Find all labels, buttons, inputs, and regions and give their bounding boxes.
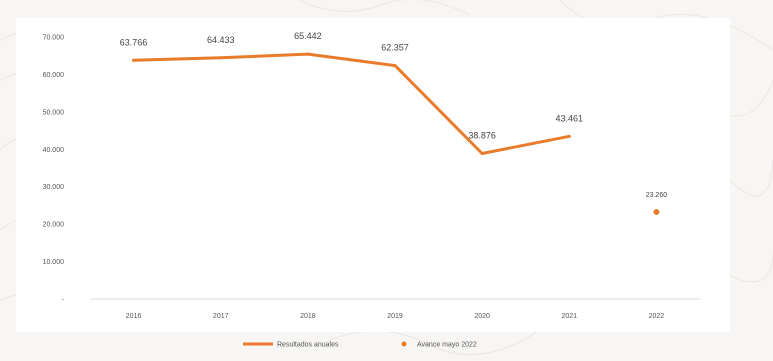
series-layer xyxy=(132,52,660,215)
x-axis: 2016 2017 2018 2019 2020 2021 2022 xyxy=(126,313,665,320)
data-point xyxy=(567,134,571,138)
data-point xyxy=(480,151,484,155)
legend: Resultados anuales Avance mayo 2022 xyxy=(243,341,477,349)
x-tick-label: 2020 xyxy=(474,313,490,320)
y-tick-label: - xyxy=(62,297,65,304)
data-point xyxy=(306,52,310,56)
x-tick-label: 2017 xyxy=(213,313,229,320)
plot-background xyxy=(16,18,730,332)
data-label: 64.433 xyxy=(207,35,235,45)
x-tick-label: 2018 xyxy=(300,313,316,320)
legend-label: Resultados anuales xyxy=(277,342,339,349)
x-tick-label: 2016 xyxy=(126,313,142,320)
data-labels: 63.766 64.433 65.442 62.357 38.876 43.461 23.2… xyxy=(120,31,667,199)
series-line-resultados-anuales xyxy=(132,52,571,155)
y-tick-label: 70.000 xyxy=(43,35,65,42)
data-label: 43.461 xyxy=(556,113,584,123)
data-point xyxy=(393,64,397,68)
legend-label: Avance mayo 2022 xyxy=(417,342,477,349)
y-tick-label: 50.000 xyxy=(43,109,65,116)
y-tick-label: 40.000 xyxy=(43,147,65,154)
data-point xyxy=(219,56,223,60)
x-tick-label: 2022 xyxy=(649,313,665,320)
y-axis: - 10.000 20.000 30.000 40.000 50.000 60.000 70.… xyxy=(43,35,65,304)
x-tick-label: 2019 xyxy=(387,313,403,320)
y-tick-label: 20.000 xyxy=(43,222,65,229)
y-tick-label: 10.000 xyxy=(43,259,65,266)
legend-marker-swatch xyxy=(401,341,407,347)
y-tick-label: 60.000 xyxy=(43,72,65,79)
y-tick-label: 30.000 xyxy=(43,184,65,191)
data-label: 63.766 xyxy=(120,37,148,47)
data-label: 23.260 xyxy=(646,192,668,199)
x-tick-label: 2021 xyxy=(561,313,577,320)
data-point-avance xyxy=(653,208,660,215)
data-label: 65.442 xyxy=(294,31,322,41)
plot-area xyxy=(16,18,730,332)
data-label: 62.357 xyxy=(381,43,409,53)
data-point xyxy=(132,58,136,62)
data-label: 38.876 xyxy=(468,130,496,140)
